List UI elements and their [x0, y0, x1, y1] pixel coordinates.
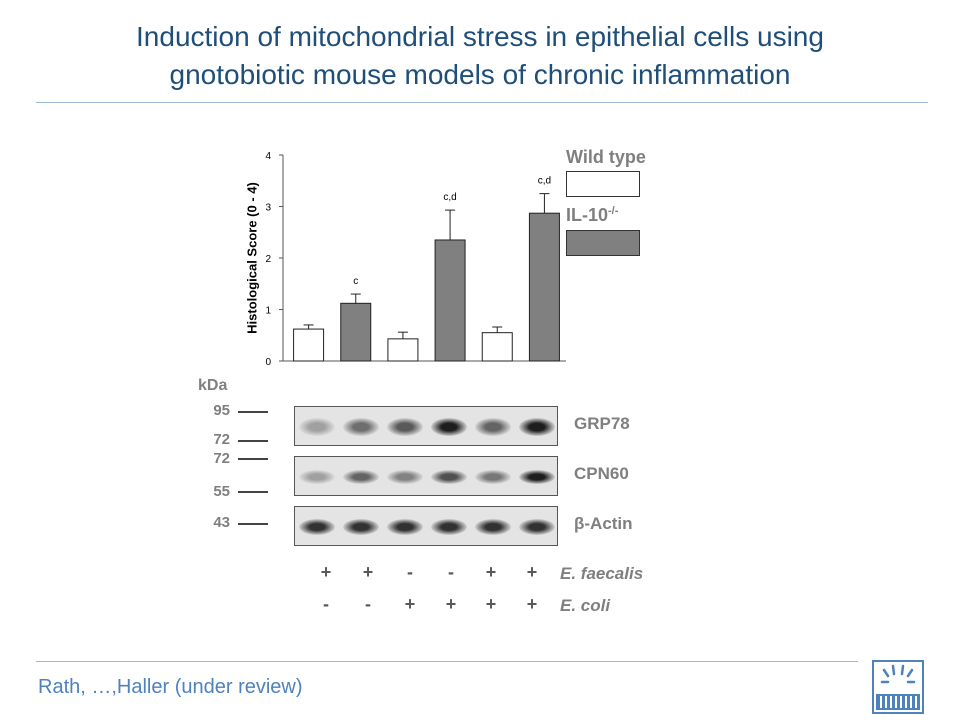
blot-band-cpn60 [343, 470, 379, 484]
y-tick-label: 3 [265, 203, 271, 214]
e-faecalis-sign: + [362, 562, 374, 582]
title-line-1: Induction of mitochondrial stress in epi… [136, 21, 824, 52]
legend-wild-type-swatch [566, 171, 640, 197]
blot-band-cpn60 [387, 470, 423, 484]
e-faecalis-sign: + [526, 562, 538, 582]
blot-band-beta-actin [387, 519, 423, 535]
blot-band-grp78 [387, 418, 423, 436]
slide-title: Induction of mitochondrial stress in epi… [20, 18, 940, 94]
blot-beta-actin [294, 506, 558, 546]
bar [387, 338, 419, 362]
marker-55-tick [238, 491, 268, 493]
e-coli-sign: + [445, 594, 457, 614]
bar [481, 332, 513, 362]
marker-72b: 72 [213, 450, 230, 467]
blot-band-cpn60 [475, 470, 511, 484]
e-faecalis-sign: - [448, 562, 454, 582]
blot-band-cpn60 [431, 470, 467, 484]
marker-43: 43 [213, 514, 230, 531]
blot-band-grp78 [475, 418, 511, 436]
significance-label: c [353, 276, 358, 287]
blot-grp78 [294, 406, 558, 446]
bar [293, 328, 325, 362]
e-coli-label: E. coli [560, 596, 611, 615]
legend-il10-base: IL-10 [566, 205, 609, 225]
bar [528, 212, 560, 362]
blot-band-cpn60 [519, 470, 555, 484]
blot-band-beta-actin [431, 519, 467, 535]
kda-unit-label: kDa [198, 377, 228, 394]
citation: Rath, …,Haller (under review) [38, 676, 303, 698]
marker-72a: 72 [213, 431, 230, 448]
blot-cpn60 [294, 456, 558, 496]
legend-il10-label: IL-10-/- [566, 205, 618, 226]
legend-il10-swatch [566, 230, 640, 256]
blot-band-beta-actin [519, 519, 555, 535]
e-faecalis-label: E. faecalis [560, 564, 644, 583]
y-axis-label: Histological Score (0 - 4) [244, 182, 260, 334]
marker-95-tick [238, 411, 268, 413]
blot-band-grp78 [299, 418, 335, 436]
title-divider [36, 102, 928, 103]
legend-wild-type-label: Wild type [566, 147, 646, 167]
y-tick-label: 4 [265, 151, 271, 162]
marker-72a-tick [238, 440, 268, 442]
blot-label-beta-actin: β-Actin [574, 514, 633, 533]
marker-72b-tick [238, 458, 268, 460]
bar [434, 239, 466, 362]
e-coli-sign: - [323, 594, 329, 614]
blot-band-grp78 [431, 418, 467, 436]
blot-band-cpn60 [299, 470, 335, 484]
e-coli-sign: + [485, 594, 497, 614]
institution-logo-icon [872, 660, 924, 714]
blot-band-beta-actin [343, 519, 379, 535]
e-faecalis-sign: - [407, 562, 413, 582]
marker-43-tick [238, 523, 268, 525]
y-tick-label: 2 [265, 254, 271, 265]
e-faecalis-sign: + [320, 562, 332, 582]
footer-divider [36, 661, 858, 662]
blot-band-beta-actin [475, 519, 511, 535]
blot-band-grp78 [519, 418, 555, 436]
title-line-2: gnotobiotic mouse models of chronic infl… [169, 59, 791, 90]
significance-label: c,d [538, 176, 551, 187]
y-tick-label: 0 [265, 357, 271, 368]
blot-band-beta-actin [299, 519, 335, 535]
e-coli-sign: - [365, 594, 371, 614]
e-faecalis-sign: + [485, 562, 497, 582]
blot-label-grp78: GRP78 [574, 414, 630, 433]
blot-band-grp78 [343, 418, 379, 436]
marker-55: 55 [213, 483, 230, 500]
significance-label: c,d [443, 192, 456, 203]
bar [340, 302, 372, 362]
legend-il10-sup: -/- [608, 205, 619, 217]
marker-95: 95 [213, 402, 230, 419]
e-coli-sign: + [404, 594, 416, 614]
blot-label-cpn60: CPN60 [574, 464, 629, 483]
y-tick-label: 1 [265, 306, 271, 317]
e-coli-sign: + [526, 594, 538, 614]
